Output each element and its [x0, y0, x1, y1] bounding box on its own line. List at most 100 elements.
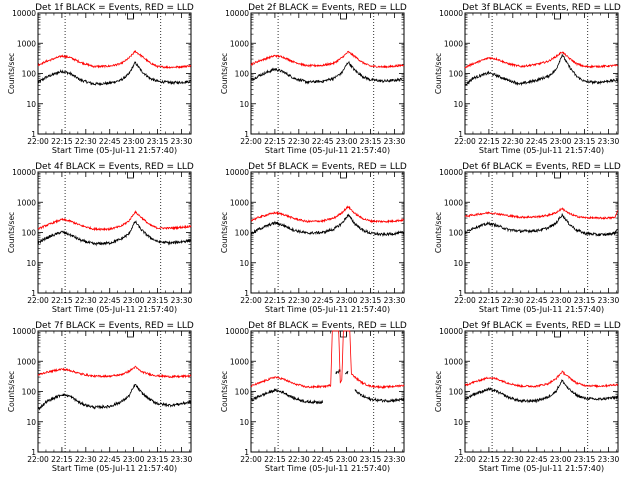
x-axis-label: Start Time (05-Jul-11 21:57:40): [479, 146, 604, 155]
y-tick-label: 1: [458, 289, 463, 298]
y-tick-label: 10000: [439, 9, 463, 18]
chart-panel-1: Det 1f BLACK = Events, RED = LLD 1 10 100 10…: [7, 3, 194, 155]
plot-frame: [464, 330, 619, 453]
marker-square-icon: [554, 172, 561, 179]
y-tick-label: 10000: [12, 168, 36, 177]
y-tick-label: 1: [244, 130, 249, 139]
x-tick-label: 23:30: [598, 137, 620, 146]
y-tick-label: 10: [453, 100, 463, 109]
chart-title: Det 7f BLACK = Events, RED = LLD: [35, 321, 194, 331]
x-tick-label: 22:15: [478, 455, 500, 464]
x-tick-label: 23:15: [360, 137, 382, 146]
y-tick-label: 100: [235, 229, 250, 238]
y-tick-label: 1000: [230, 39, 249, 48]
x-tick-label: 22:15: [51, 455, 73, 464]
y-tick-label: 10000: [439, 168, 463, 177]
x-tick-label: 22:45: [312, 455, 334, 464]
plot-frame: [464, 171, 619, 294]
y-tick-label: 1000: [444, 357, 463, 366]
chart-panel-2: Det 2f BLACK = Events, RED = LLD 1 10 100 10…: [220, 3, 407, 155]
x-axis-label: Start Time (05-Jul-11 21:57:40): [52, 464, 177, 473]
x-tick-label: 23:15: [574, 296, 596, 305]
y-tick-label: 100: [22, 229, 37, 238]
x-axis-label: Start Time (05-Jul-11 21:57:40): [265, 146, 390, 155]
x-tick-label: 22:30: [75, 137, 97, 146]
x-tick-label: 22:30: [502, 137, 524, 146]
chart-panel-4: Det 4f BLACK = Events, RED = LLD 1 10 100 10…: [7, 162, 194, 314]
chart-panel-3: Det 3f BLACK = Events, RED = LLD 1 10 100 10…: [434, 3, 621, 155]
events-series-line: [250, 368, 405, 405]
x-tick-label: 23:00: [336, 455, 358, 464]
y-tick-label: 10: [453, 259, 463, 268]
lld-series-line: [37, 50, 192, 69]
lld-series-line: [37, 365, 192, 379]
y-tick-label: 10000: [12, 327, 36, 336]
x-tick-label: 22:45: [526, 296, 548, 305]
chart-panel-5: Det 5f BLACK = Events, RED = LLD 1 10 100 10…: [220, 162, 407, 314]
y-axis-label: Counts/sec: [220, 212, 229, 253]
y-tick-label: 10000: [225, 168, 249, 177]
y-tick-label: 1: [31, 289, 36, 298]
y-axis-label: Counts/sec: [7, 371, 16, 412]
events-series-line: [464, 213, 619, 237]
y-tick-label: 1: [31, 448, 36, 457]
x-tick-label: 22:00: [454, 296, 476, 305]
marker-square-icon: [127, 13, 134, 20]
x-tick-label: 23:00: [123, 137, 145, 146]
x-tick-label: 23:30: [171, 296, 193, 305]
plot-frame: [37, 12, 192, 135]
x-tick-label: 22:00: [454, 137, 476, 146]
x-tick-label: 22:30: [288, 137, 310, 146]
y-tick-label: 10: [453, 418, 463, 427]
x-tick-label: 22:30: [288, 455, 310, 464]
y-tick-label: 1: [244, 448, 249, 457]
x-tick-label: 23:00: [550, 455, 572, 464]
plot-frame: [250, 12, 405, 135]
x-tick-label: 23:30: [384, 455, 406, 464]
x-axis-label: Start Time (05-Jul-11 21:57:40): [479, 305, 604, 314]
y-tick-label: 100: [449, 229, 464, 238]
x-tick-label: 23:00: [123, 455, 145, 464]
chart-title: Det 8f BLACK = Events, RED = LLD: [248, 321, 407, 331]
x-tick-label: 23:30: [171, 455, 193, 464]
x-tick-label: 23:30: [384, 137, 406, 146]
marker-square-icon: [554, 13, 561, 20]
x-tick-label: 22:45: [526, 137, 548, 146]
y-axis-label: Counts/sec: [7, 53, 16, 94]
events-series-line: [38, 384, 192, 411]
y-tick-label: 1000: [444, 198, 463, 207]
events-series-line: [37, 61, 192, 87]
x-tick-label: 23:15: [360, 296, 382, 305]
chart-title: Det 5f BLACK = Events, RED = LLD: [248, 162, 407, 172]
lld-series-line: [250, 205, 405, 224]
y-tick-label: 1: [458, 130, 463, 139]
x-axis-label: Start Time (05-Jul-11 21:57:40): [52, 146, 177, 155]
marker-square-icon: [127, 172, 134, 179]
x-tick-label: 22:45: [526, 455, 548, 464]
plot-frame: [250, 171, 405, 294]
lld-series-line: [250, 330, 405, 390]
y-tick-label: 100: [235, 388, 250, 397]
y-tick-label: 10000: [12, 9, 36, 18]
x-tick-label: 23:30: [598, 296, 620, 305]
y-axis-label: Counts/sec: [434, 212, 443, 253]
x-tick-label: 22:00: [27, 137, 49, 146]
x-tick-label: 23:00: [123, 296, 145, 305]
x-tick-label: 22:30: [502, 455, 524, 464]
y-tick-label: 100: [235, 70, 250, 79]
y-tick-label: 10000: [439, 327, 463, 336]
x-axis-label: Start Time (05-Jul-11 21:57:40): [52, 305, 177, 314]
marker-square-icon: [340, 13, 347, 20]
y-tick-label: 10: [239, 259, 249, 268]
y-tick-label: 1: [458, 448, 463, 457]
x-tick-label: 23:30: [384, 296, 406, 305]
y-tick-label: 1: [244, 289, 249, 298]
x-tick-label: 22:45: [99, 455, 121, 464]
x-axis-label: Start Time (05-Jul-11 21:57:40): [265, 305, 390, 314]
x-tick-label: 22:15: [51, 137, 73, 146]
x-tick-label: 23:15: [574, 455, 596, 464]
x-tick-label: 22:15: [264, 137, 286, 146]
y-tick-label: 10: [239, 418, 249, 427]
plot-frame: [37, 330, 192, 453]
